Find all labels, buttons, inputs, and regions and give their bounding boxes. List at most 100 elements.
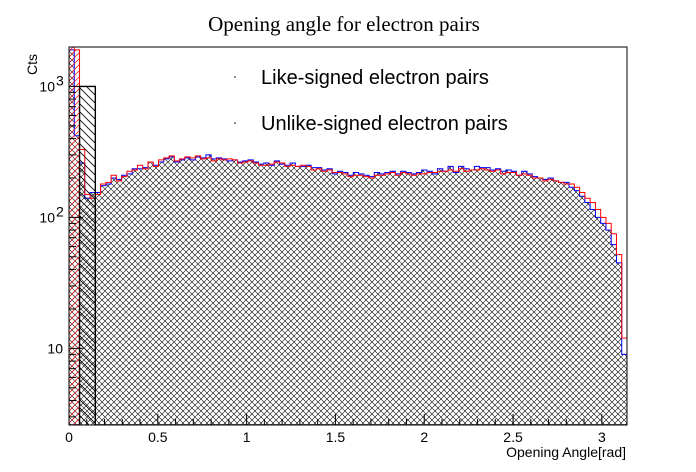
bar-0-10 — [121, 175, 127, 425]
bar-0-33 — [242, 160, 248, 425]
bar-0-40 — [279, 164, 285, 425]
bar-0-69 — [432, 173, 438, 425]
bar-0-89 — [537, 177, 543, 425]
bar-0-97 — [579, 196, 585, 425]
bar-0-86 — [521, 171, 527, 425]
bar-0-47 — [316, 167, 322, 425]
bar-0-79 — [484, 167, 491, 425]
bar-0-71 — [442, 171, 449, 425]
bar-0-48 — [321, 170, 327, 425]
y-axis-label: Cts — [24, 54, 40, 75]
bar-0-68 — [426, 171, 433, 425]
bar-0-13 — [137, 168, 143, 425]
bar-0-21 — [179, 159, 185, 425]
bar-0-31 — [232, 159, 238, 425]
bar-0-11 — [126, 173, 133, 425]
bar-0-64 — [405, 172, 412, 425]
bar-0-16 — [153, 165, 159, 425]
bar-0-56 — [363, 175, 370, 425]
y-tick-exponent: 2 — [56, 203, 64, 219]
bar-0-105 — [621, 354, 627, 425]
bar-0-23 — [190, 159, 196, 425]
bar-0-15 — [147, 161, 154, 425]
bar-0-32 — [237, 161, 243, 425]
bar-0-103 — [611, 244, 617, 425]
bar-0-96 — [574, 190, 580, 425]
bar-0-77 — [474, 166, 480, 425]
bar-0-82 — [500, 171, 506, 425]
bar-0-52 — [342, 172, 348, 425]
bar-0-12 — [132, 168, 138, 425]
bar-0-8 — [111, 177, 117, 425]
plot-frame — [68, 46, 628, 426]
bar-0-73 — [453, 172, 459, 425]
bar-0-80 — [490, 170, 496, 425]
bar-0-29 — [221, 158, 227, 425]
bar-0-90 — [542, 179, 549, 425]
bar-0-55 — [358, 173, 364, 425]
bar-0-5 — [95, 192, 101, 425]
bar-0-20 — [174, 161, 180, 425]
bar-0-87 — [526, 173, 533, 425]
bar-0-67 — [421, 170, 427, 425]
x-tick-label: 3 — [598, 429, 606, 445]
bar-0-78 — [479, 167, 485, 425]
bar-0-58 — [374, 172, 380, 425]
series-hatch-overlay — [69, 47, 80, 425]
bar-0-65 — [411, 173, 417, 425]
series-line-1 — [69, 47, 627, 425]
bar-0-94 — [563, 182, 570, 425]
bar-0-35 — [253, 161, 259, 425]
bar-0-66 — [416, 172, 422, 425]
bar-0-7 — [105, 183, 112, 425]
bar-0-93 — [558, 182, 564, 425]
bar-0-46 — [311, 167, 317, 425]
bar-0-39 — [274, 160, 280, 425]
chart-title: Opening angle for electron pairs — [208, 12, 480, 36]
x-tick-label: 1.5 — [326, 429, 346, 445]
bar-0-54 — [353, 172, 359, 425]
bar-0-72 — [448, 166, 454, 425]
bar-0-57 — [369, 176, 375, 425]
x-axis-label: Opening Angle[rad] — [506, 444, 626, 460]
bar-0-83 — [505, 170, 512, 425]
x-tick-label: 0.5 — [148, 429, 168, 445]
bar-0-101 — [600, 223, 606, 425]
x-tick-label: 0 — [65, 429, 73, 445]
bar-0-6 — [100, 185, 106, 425]
bar-0-92 — [553, 180, 559, 425]
bar-0-99 — [590, 209, 596, 425]
bar-0-45 — [305, 165, 312, 425]
bar-0-98 — [584, 202, 591, 425]
legend-marker — [234, 122, 236, 124]
bar-0-27 — [211, 158, 217, 425]
legend-entry: Unlike-signed electron pairs — [261, 113, 508, 135]
bar-0-102 — [605, 230, 612, 425]
bar-0-81 — [495, 168, 501, 425]
plot-area — [69, 47, 627, 425]
bar-0-14 — [142, 167, 148, 425]
bar-0-76 — [469, 170, 475, 425]
bar-0-42 — [290, 163, 296, 425]
y-tick-label: 10 — [39, 209, 55, 225]
legend-marker — [234, 76, 236, 78]
bar-0-74 — [458, 166, 464, 425]
bar-0-53 — [348, 175, 354, 425]
bar-0-84 — [511, 171, 517, 425]
bar-0-51 — [337, 171, 343, 425]
series-line-0 — [69, 49, 627, 425]
y-tick-label: 10 — [47, 340, 63, 356]
bar-0-28 — [216, 157, 222, 425]
x-axis: 0 0.5 1 1.5 2 2.5 3 — [65, 414, 606, 445]
bar-0-85 — [516, 175, 522, 425]
y-tick-label: 10 — [39, 78, 55, 94]
bar-0-38 — [269, 165, 275, 425]
y-tick-exponent: 3 — [56, 72, 64, 88]
bar-0-19 — [169, 156, 175, 425]
hatch-bin-1 — [74, 49, 80, 425]
x-tick-label: 2 — [420, 429, 428, 445]
bar-0-30 — [226, 160, 233, 425]
bar-0-104 — [616, 262, 622, 425]
legend-entry: Like-signed electron pairs — [261, 67, 489, 89]
